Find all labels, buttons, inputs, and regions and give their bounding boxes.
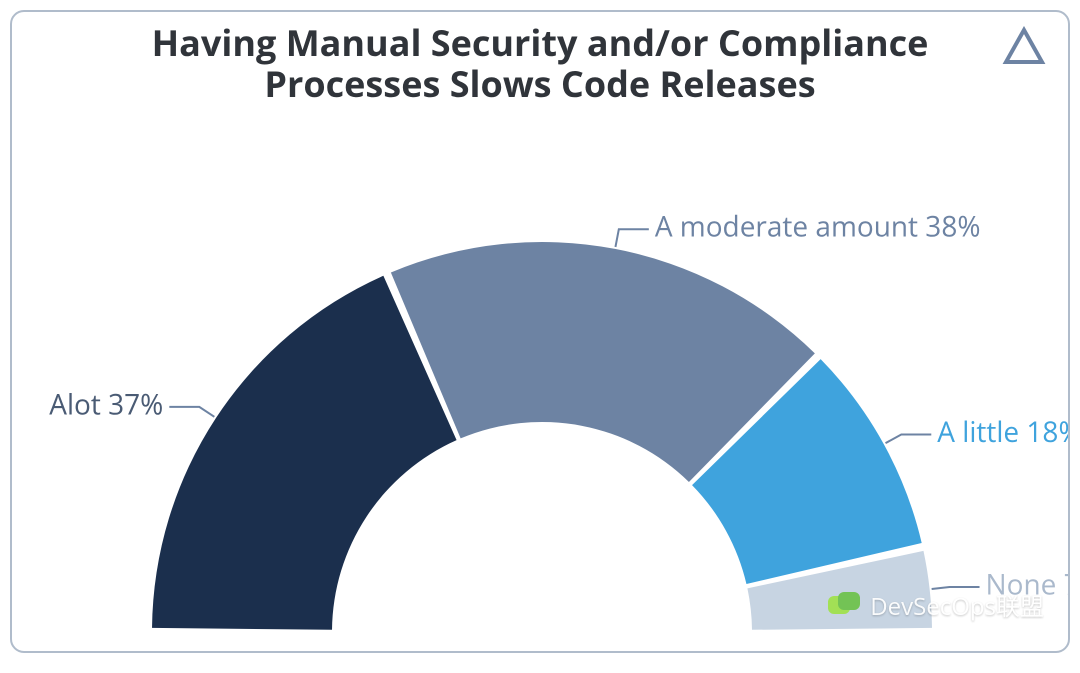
leader-moderate (615, 229, 648, 247)
semi-donut-chart: Alot 37% A moderate amount 38% A little 18… (12, 12, 1070, 653)
watermark-text: DevSecOps联盟 (870, 587, 1044, 623)
label-little: A little 18% (937, 413, 1070, 451)
label-alot: Alot 37% (49, 385, 163, 423)
wechat-icon (828, 592, 860, 618)
segment-alot (152, 276, 457, 630)
chart-card: Having Manual Security and/or Compliance… (10, 10, 1070, 653)
watermark: DevSecOps联盟 (828, 587, 1044, 623)
leader-alot (169, 407, 214, 417)
leader-little (886, 434, 932, 443)
label-moderate: A moderate amount 38% (655, 208, 981, 246)
